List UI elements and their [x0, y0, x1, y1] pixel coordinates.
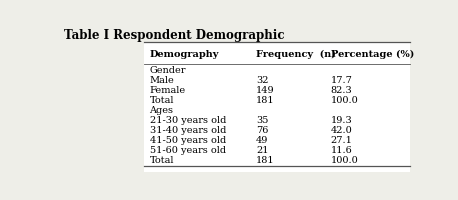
Text: 41-50 years old: 41-50 years old: [149, 136, 226, 145]
Text: 181: 181: [256, 96, 275, 105]
Text: Ages: Ages: [149, 106, 174, 115]
Text: Demography: Demography: [149, 50, 219, 59]
Text: Frequency  (n): Frequency (n): [256, 49, 336, 59]
Text: 100.0: 100.0: [331, 156, 358, 165]
Text: Percentage (%): Percentage (%): [331, 49, 414, 59]
Text: 21-30 years old: 21-30 years old: [149, 116, 226, 125]
Text: 149: 149: [256, 86, 275, 95]
Text: 32: 32: [256, 76, 268, 85]
Text: Female: Female: [149, 86, 185, 95]
Text: 100.0: 100.0: [331, 96, 358, 105]
Text: 181: 181: [256, 156, 275, 165]
Text: Total: Total: [149, 96, 174, 105]
Text: Gender: Gender: [149, 66, 186, 75]
Text: 76: 76: [256, 126, 268, 135]
Text: Total: Total: [149, 156, 174, 165]
Text: 21: 21: [256, 146, 268, 155]
Text: 51-60 years old: 51-60 years old: [149, 146, 226, 155]
Text: 35: 35: [256, 116, 268, 125]
Text: 82.3: 82.3: [331, 86, 352, 95]
Text: 42.0: 42.0: [331, 126, 352, 135]
Text: 49: 49: [256, 136, 268, 145]
Text: 11.6: 11.6: [331, 146, 352, 155]
Text: Male: Male: [149, 76, 174, 85]
Text: Table I Respondent Demographic: Table I Respondent Demographic: [64, 29, 285, 42]
Text: 17.7: 17.7: [331, 76, 353, 85]
Text: 19.3: 19.3: [331, 116, 352, 125]
Text: 31-40 years old: 31-40 years old: [149, 126, 226, 135]
Text: 27.1: 27.1: [331, 136, 353, 145]
